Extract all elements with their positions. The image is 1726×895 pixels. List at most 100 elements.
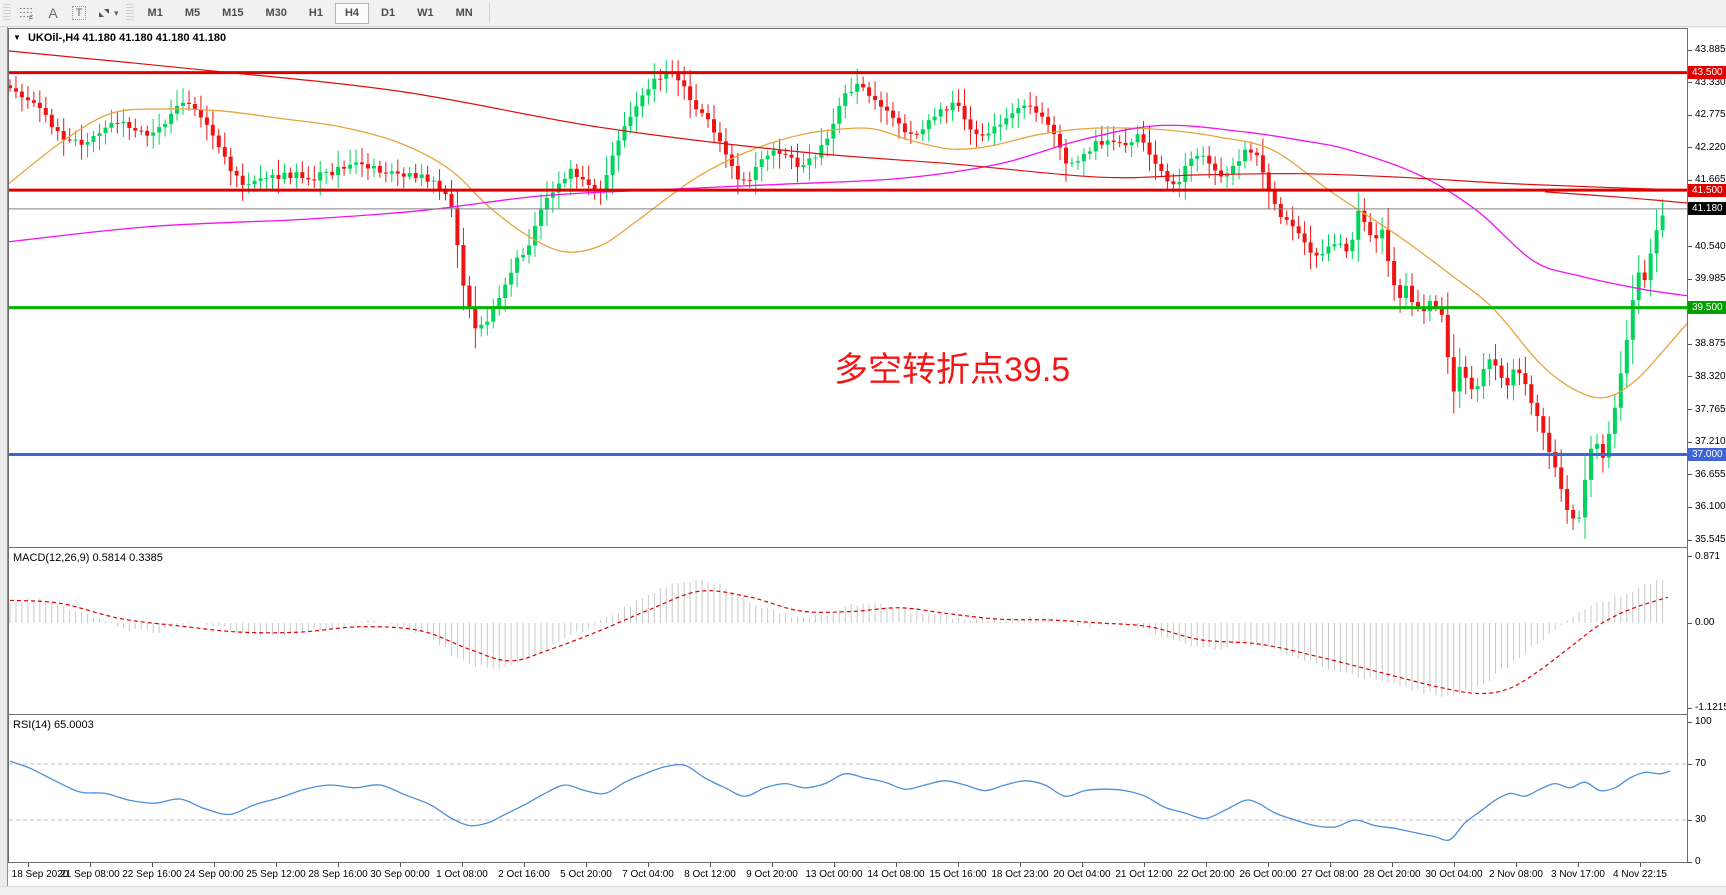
macd-pane[interactable]	[8, 549, 1688, 713]
tf-button-mn[interactable]: MN	[446, 3, 483, 24]
tf-button-m30[interactable]: M30	[256, 3, 297, 24]
time-tick	[958, 863, 959, 867]
macd-tick	[1688, 707, 1692, 709]
tf-button-m1[interactable]: M1	[138, 3, 173, 24]
time-tick	[338, 863, 339, 867]
arrows-tool-button[interactable]: ▾	[92, 2, 123, 24]
tf-button-d1[interactable]: D1	[371, 3, 405, 24]
macd-indicator-label: MACD(12,26,9) 0.5814 0.3385	[13, 552, 163, 564]
time-tick-label: 28 Sep 16:00	[308, 869, 368, 880]
svg-text:F: F	[29, 15, 33, 21]
time-tick-label: 7 Oct 04:00	[622, 869, 674, 880]
price-tick	[1688, 82, 1692, 84]
toolbar: F A T ▾ M1 M5 M15 M30 H1 H4 D1 W1 MN	[0, 0, 1726, 27]
fibonacci-icon: F	[19, 7, 33, 21]
price-level-badge: 37.000	[1688, 448, 1726, 461]
price-tick	[1688, 179, 1692, 181]
rsi-tick	[1688, 763, 1692, 765]
price-tick	[1688, 147, 1692, 149]
toolbar-separator	[488, 3, 490, 23]
rsi-tick-label: 70	[1695, 758, 1707, 769]
time-tick	[90, 863, 91, 867]
time-tick	[586, 863, 587, 867]
time-tick-label: 18 Sep 2020	[11, 869, 69, 880]
arrows-icon	[99, 9, 109, 17]
time-tick	[710, 863, 711, 867]
toolbar-grip[interactable]	[125, 4, 134, 22]
price-tick	[1688, 278, 1692, 280]
macd-name: MACD(12,26,9)	[13, 552, 90, 564]
price-level-badge: 43.500	[1688, 66, 1726, 80]
tf-button-m5[interactable]: M5	[175, 3, 210, 24]
time-tick-label: 5 Oct 20:00	[560, 869, 612, 880]
price-tick-label: 42.220	[1695, 141, 1726, 153]
tf-button-h1[interactable]: H1	[299, 3, 333, 24]
price-scale[interactable]: 43.88543.33042.77542.22041.66541.11040.5…	[1688, 28, 1726, 886]
time-tick-label: 28 Oct 20:00	[1363, 869, 1421, 880]
time-tick	[462, 863, 463, 867]
rsi-indicator-label: RSI(14) 65.0003	[13, 719, 94, 731]
macd-tick	[1688, 556, 1692, 558]
tf-button-h4[interactable]: H4	[334, 2, 370, 24]
price-tick-label: 42.775	[1695, 109, 1726, 121]
time-tick-label: 21 Oct 12:00	[1115, 869, 1173, 880]
time-tick-label: 25 Sep 12:00	[246, 869, 306, 880]
chart-title: ▼ UKOil-,H4 41.180 41.180 41.180 41.180	[13, 32, 226, 44]
time-tick	[214, 863, 215, 867]
macd-values: 0.5814 0.3385	[92, 552, 163, 564]
timeframe-group: M1 M5 M15 M30 H1 H4 D1 W1 MN	[137, 0, 484, 27]
rsi-tick	[1688, 819, 1692, 821]
price-tick-label: 37.765	[1695, 403, 1726, 415]
chart-ohlc-values: 41.180 41.180 41.180 41.180	[82, 32, 227, 44]
rsi-name: RSI(14)	[13, 719, 51, 731]
tf-button-m15[interactable]: M15	[212, 3, 253, 24]
time-tick-label: 21 Sep 08:00	[60, 869, 120, 880]
window-left-frame	[0, 27, 8, 886]
rsi-value: 65.0003	[53, 719, 94, 731]
price-tick-label: 39.985	[1695, 273, 1726, 285]
pane-separator[interactable]	[8, 545, 1688, 550]
time-tick	[152, 863, 153, 867]
text-label-tool-button[interactable]: T	[66, 2, 92, 24]
fibonacci-tool-button[interactable]: F	[14, 2, 40, 24]
time-tick-label: 14 Oct 08:00	[867, 869, 925, 880]
time-tick	[1206, 863, 1207, 867]
time-tick-label: 30 Oct 04:00	[1425, 869, 1483, 880]
chevron-down-icon: ▾	[114, 7, 119, 18]
time-tick-label: 26 Oct 00:00	[1239, 869, 1297, 880]
time-tick	[1454, 863, 1455, 867]
price-level-badge: 39.500	[1688, 301, 1726, 315]
collapse-triangle-icon[interactable]: ▼	[13, 33, 21, 42]
toolbar-grip[interactable]	[3, 4, 11, 22]
rsi-tick	[1688, 721, 1692, 723]
price-tick	[1688, 506, 1692, 508]
time-tick-label: 20 Oct 04:00	[1053, 869, 1111, 880]
price-tick-label: 36.100	[1695, 501, 1726, 513]
price-tick-label: 43.330	[1695, 76, 1726, 88]
main-chart-pane[interactable]	[8, 28, 1688, 547]
time-tick-label: 30 Sep 00:00	[370, 869, 430, 880]
chart-annotation-text[interactable]: 多空转折点39.5	[834, 351, 1071, 389]
price-tick-label: 35.545	[1695, 534, 1726, 545]
time-tick	[28, 863, 29, 867]
time-tick	[1020, 863, 1021, 867]
rsi-pane[interactable]	[8, 716, 1688, 862]
price-tick-label: 37.210	[1695, 436, 1726, 448]
text-tool-button[interactable]: A	[40, 2, 66, 24]
time-tick-label: 1 Oct 08:00	[436, 869, 488, 880]
time-tick	[1144, 863, 1145, 867]
time-tick-label: 8 Oct 12:00	[684, 869, 736, 880]
time-tick	[1268, 863, 1269, 867]
time-tick	[1082, 863, 1083, 867]
price-tick-label: 40.540	[1695, 240, 1726, 252]
price-tick	[1688, 441, 1692, 443]
tf-button-w1[interactable]: W1	[407, 3, 444, 24]
text-label-icon: T	[71, 6, 87, 20]
time-tick	[276, 863, 277, 867]
current-price-badge: 41.180	[1688, 202, 1726, 216]
text-icon: A	[48, 5, 58, 21]
rsi-tick	[1688, 861, 1692, 863]
pane-separator[interactable]	[8, 711, 1688, 716]
time-scale[interactable]: 18 Sep 2020 21 Sep 08:00 22 Sep 16:00 24 Se…	[8, 863, 1688, 886]
rsi-tick-label: 100	[1695, 716, 1712, 727]
